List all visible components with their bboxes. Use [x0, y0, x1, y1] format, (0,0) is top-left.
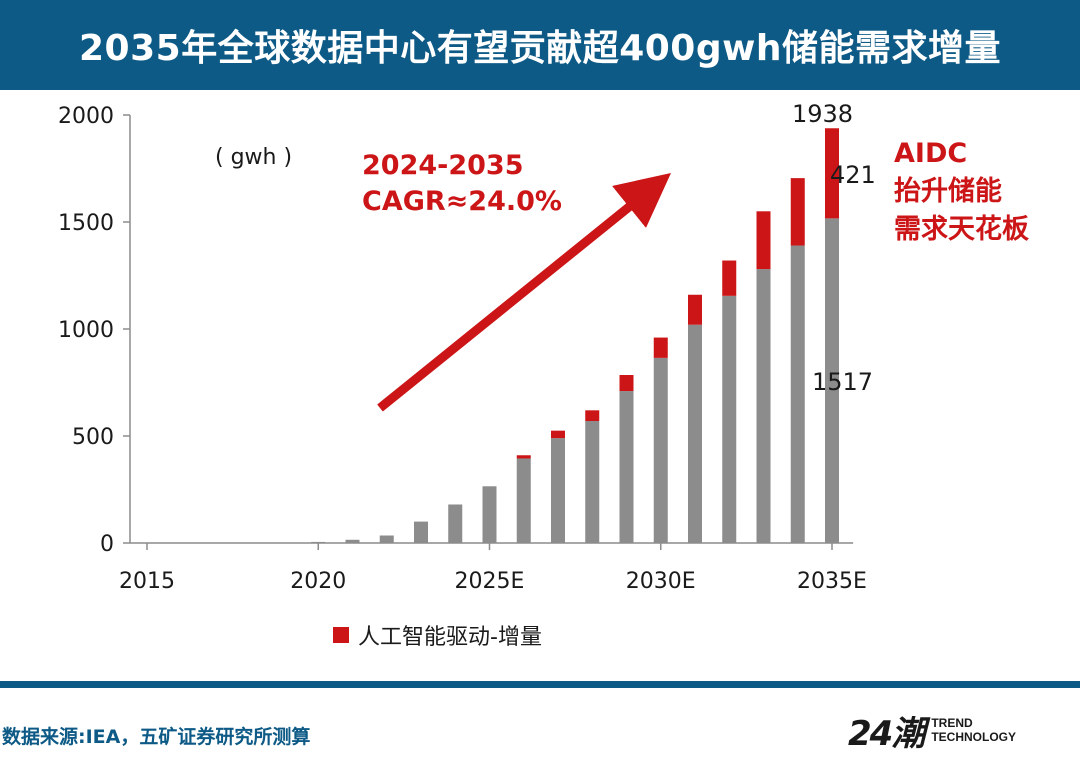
trend-arrow: [377, 173, 672, 412]
data-label-total: 1938: [792, 100, 853, 128]
bar-increment: [516, 455, 531, 459]
brand-text: TREND TECHNOLOGY: [931, 716, 1016, 744]
aidc-label-3: 需求天花板: [894, 214, 1029, 245]
bar-base: [311, 541, 326, 543]
cagr-value: CAGR≈24.0%: [362, 186, 562, 217]
brand-line-2: TECHNOLOGY: [931, 730, 1016, 744]
y-tick-label: 500: [72, 425, 114, 450]
bar-base: [790, 245, 805, 544]
footer-divider: [0, 681, 1080, 688]
bar-base: [482, 486, 497, 543]
aidc-label-1: AIDC: [894, 138, 967, 169]
x-tick-label: 2030E: [626, 569, 696, 594]
page-title: 2035年全球数据中心有望贡献超400gwh储能需求增量: [79, 28, 1001, 69]
x-tick-label: 2035E: [797, 569, 867, 594]
bar-base: [448, 504, 463, 543]
bar-base: [688, 324, 702, 543]
bar-increment: [722, 260, 737, 296]
brand-logo: 24潮 TREND TECHNOLOGY: [848, 706, 1063, 754]
x-tick-label: 2025E: [455, 569, 525, 594]
bar-increment: [756, 211, 771, 270]
bar-base: [345, 539, 360, 543]
bar-increment: [825, 128, 839, 219]
y-tick-label: 1000: [58, 318, 114, 343]
bar-increment: [790, 178, 805, 246]
bar-base: [585, 421, 600, 543]
y-tick-label: 1500: [58, 211, 114, 236]
bar-base: [551, 438, 565, 543]
bar-increment: [688, 294, 702, 325]
brand-line-1: TREND: [931, 716, 973, 730]
source-note: 数据来源:IEA，五矿证券研究所测算: [2, 726, 311, 748]
title-banner: 2035年全球数据中心有望贡献超400gwh储能需求增量: [0, 0, 1080, 90]
bar-base: [825, 218, 839, 543]
legend-swatch: [333, 627, 349, 643]
bar-base: [516, 458, 531, 543]
y-tick-label: 0: [100, 532, 114, 557]
bar-base: [722, 295, 737, 543]
bar-increment: [585, 410, 600, 422]
bar-increment: [619, 375, 634, 392]
legend-label: 人工智能驱动-增量: [358, 625, 542, 650]
data-label-base: 1517: [812, 368, 873, 396]
aidc-label-2: 抬升储能: [894, 175, 1002, 207]
bar-base: [756, 269, 771, 543]
bar-increment: [653, 337, 668, 358]
stacked-bar-chart: 0 500 1000 1500 2000 2015 2020 2025E 2030E 2035E…: [58, 100, 1029, 650]
y-tick-label: 2000: [58, 104, 114, 129]
brand-mark: 24潮: [848, 713, 925, 754]
x-tick-label: 2015: [119, 569, 175, 594]
x-tick-label: 2020: [290, 569, 346, 594]
data-label-increment: 421: [830, 161, 876, 189]
bar-base: [414, 521, 428, 543]
bar-base: [653, 357, 668, 543]
bar-increment: [551, 430, 565, 439]
unit-label: ( gwh ): [215, 145, 292, 170]
bar-base: [379, 535, 394, 543]
cagr-period: 2024-2035: [362, 150, 524, 181]
bar-base: [619, 391, 634, 543]
